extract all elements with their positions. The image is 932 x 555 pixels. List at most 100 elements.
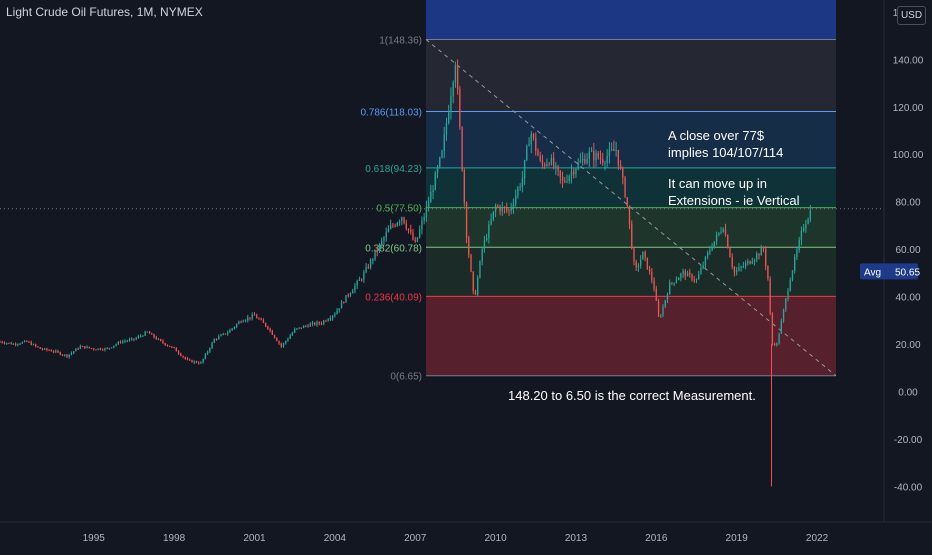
candle-body xyxy=(327,319,329,321)
candle-body xyxy=(119,341,122,343)
candle-body xyxy=(77,348,79,350)
candle-body xyxy=(470,254,472,272)
fib-zone-top xyxy=(426,0,836,40)
candle-body xyxy=(260,319,262,321)
avg-badge-label: Avg xyxy=(864,267,881,278)
candle-body xyxy=(706,252,709,257)
candle-body xyxy=(155,337,157,340)
fib-label-0.382: 0.382(60.78) xyxy=(365,243,422,254)
candle-body xyxy=(416,237,419,242)
candle-body xyxy=(671,282,673,284)
candle-body xyxy=(771,313,774,345)
annotations: A close over 77$ implies 104/107/114 It … xyxy=(508,128,800,403)
candle-body xyxy=(474,291,477,295)
candle-body xyxy=(791,270,794,281)
y-tick-label: 60.00 xyxy=(895,245,920,256)
x-tick-label: 2010 xyxy=(484,533,507,544)
candle-body xyxy=(443,134,445,151)
candle-body xyxy=(628,205,631,224)
candle-body xyxy=(481,249,483,262)
candle-body xyxy=(347,295,349,297)
candle-body xyxy=(144,331,146,336)
candle-body xyxy=(90,348,93,350)
candle-body xyxy=(79,346,82,349)
candle-body xyxy=(8,342,10,344)
y-tick-label: 20.00 xyxy=(895,340,920,351)
currency-button[interactable]: USD xyxy=(897,6,926,25)
candle-body xyxy=(566,181,568,183)
annotation-implies: implies 104/107/114 xyxy=(668,145,783,160)
candle-body xyxy=(331,315,334,319)
candle-body xyxy=(610,149,613,151)
candle-body xyxy=(334,314,336,316)
time-axis[interactable]: 1995 1998 2001 2004 2007 2010 2013 2016 2019 2022 xyxy=(83,533,829,544)
candle-body xyxy=(102,349,104,351)
candle-body xyxy=(780,320,782,334)
candle-body xyxy=(490,219,492,225)
candle-body xyxy=(756,253,758,260)
candle-body xyxy=(595,152,597,161)
candle-body xyxy=(405,223,407,229)
candle-body xyxy=(372,259,374,261)
avg-price-badge: Avg 50.65 xyxy=(860,263,920,280)
candle-body xyxy=(264,322,267,327)
fib-label-0.5: 0.5(77.50) xyxy=(376,204,422,215)
candle-body xyxy=(468,237,470,255)
candle-body xyxy=(37,346,39,348)
candle-body xyxy=(211,342,213,349)
candle-body xyxy=(602,159,604,163)
candle-body xyxy=(608,149,611,157)
fib-zone-0.5 xyxy=(426,207,836,248)
candle-body xyxy=(434,172,436,190)
candle-body xyxy=(17,344,19,346)
candle-body xyxy=(642,251,644,260)
candle-body xyxy=(544,164,546,166)
candle-body xyxy=(122,341,124,343)
candle-body xyxy=(363,272,365,280)
candle-body xyxy=(66,354,68,358)
candle-body xyxy=(251,314,253,319)
candle-body xyxy=(316,322,318,325)
candle-body xyxy=(86,346,88,349)
candle-body xyxy=(631,223,633,249)
candle-body xyxy=(651,271,653,281)
candle-body xyxy=(401,217,403,222)
y-tick-label: 0.00 xyxy=(898,388,918,399)
candle-body xyxy=(512,203,515,208)
candle-body xyxy=(709,250,711,253)
candle-body xyxy=(445,122,448,135)
candle-body xyxy=(314,322,316,325)
annotation-measurement: 148.20 to 6.50 is the correct Measuremen… xyxy=(508,388,756,403)
candle-body xyxy=(75,348,77,352)
candle-body xyxy=(747,261,749,264)
candle-body xyxy=(439,157,441,168)
candle-body xyxy=(414,239,416,242)
candle-body xyxy=(633,248,635,263)
candle-body xyxy=(689,272,691,275)
candle-body xyxy=(184,357,186,359)
candle-body xyxy=(276,337,278,342)
candle-body xyxy=(238,321,240,325)
candle-body xyxy=(552,157,555,168)
candle-body xyxy=(164,343,166,345)
candle-body xyxy=(465,202,468,238)
candle-body xyxy=(530,133,532,145)
candle-body xyxy=(356,280,358,286)
candle-body xyxy=(588,151,591,159)
fibonacci-labels: 1(148.36) 0.786(118.03) 0.618(94.23) 0.5(77… xyxy=(360,35,422,382)
candle-body xyxy=(1,341,3,343)
candle-body xyxy=(394,225,396,227)
y-tick-label: 120.00 xyxy=(893,103,924,114)
candle-body xyxy=(68,354,70,358)
candle-body xyxy=(695,279,698,281)
candle-body xyxy=(657,300,660,317)
y-tick-label: 40.00 xyxy=(895,293,920,304)
candle-body xyxy=(564,180,566,182)
candle-body xyxy=(43,348,46,350)
candle-body xyxy=(298,327,300,329)
candle-body xyxy=(550,157,553,165)
candle-body xyxy=(269,328,271,331)
candle-body xyxy=(485,237,488,241)
candle-body xyxy=(410,230,412,233)
